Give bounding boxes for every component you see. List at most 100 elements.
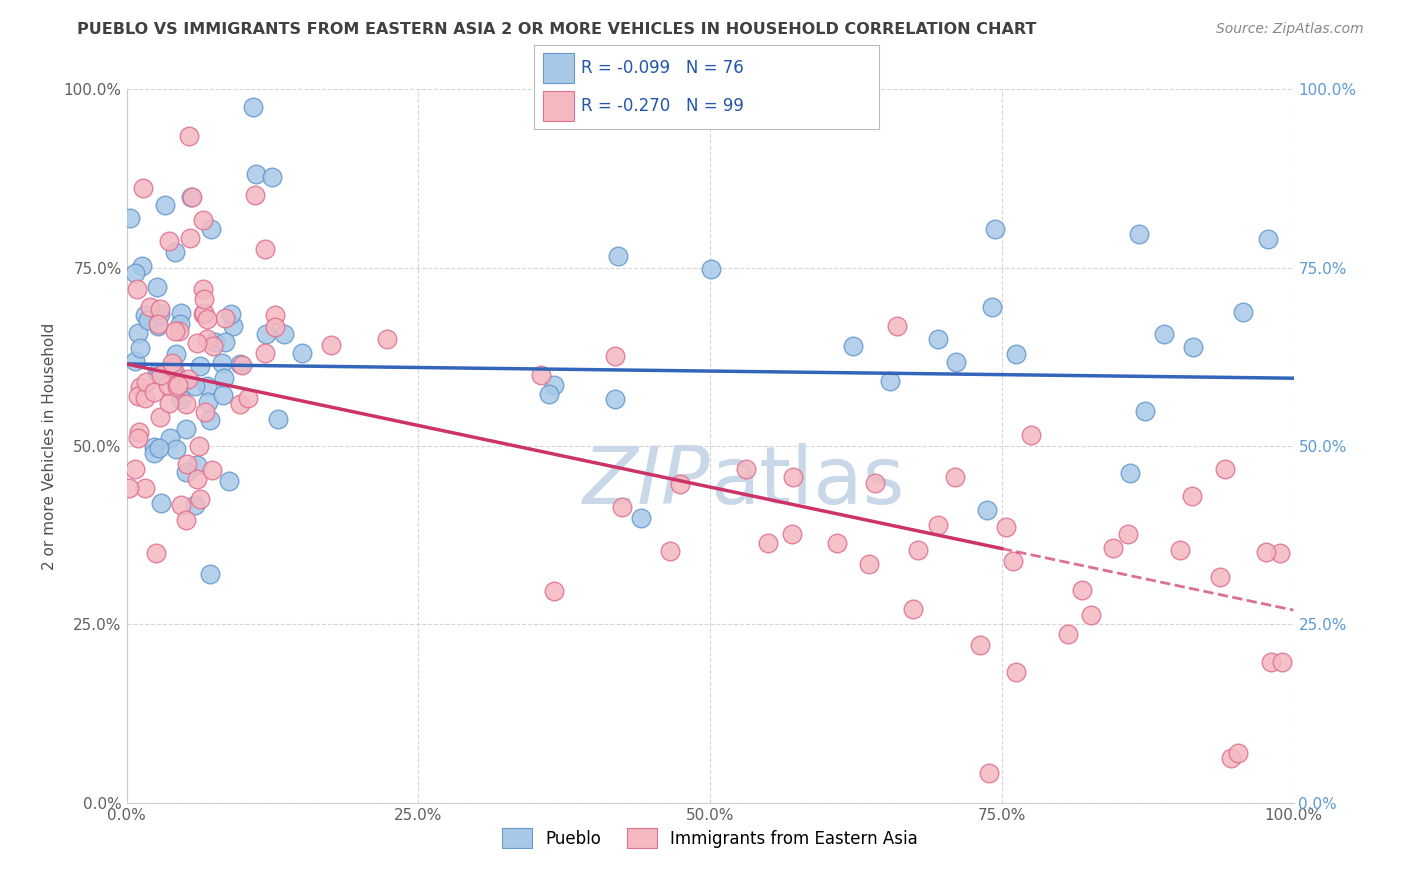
Point [132,180,155,194]
Point [156,377,179,392]
Point [218,474,240,488]
Point [211,388,233,402]
Point [165,442,187,456]
Text: ZIP: ZIP [582,442,710,521]
Point [879,374,901,388]
Point [176,422,198,436]
Point [148,442,170,456]
Point [174,396,197,410]
Point [212,371,235,385]
Point [180,190,202,204]
Point [264,308,287,322]
Point [245,167,267,181]
Point [191,213,214,227]
Point [1257,232,1279,246]
Point [1133,404,1156,418]
Point [190,492,212,507]
Point [983,222,1005,236]
Point [253,243,276,257]
Point [610,500,633,514]
Point [242,100,264,114]
Point [200,221,222,235]
Point [134,309,156,323]
Point [658,544,681,558]
Point [943,469,966,483]
Point [186,472,208,486]
Point [170,306,193,320]
Point [994,520,1017,534]
Point [177,129,200,144]
Point [194,405,217,419]
Point [188,439,211,453]
Point [1057,626,1080,640]
Point [163,324,186,338]
Point [756,536,779,550]
Point [977,765,1000,780]
Bar [543,54,574,83]
Point [630,511,652,525]
Point [125,282,148,296]
Point [177,372,200,386]
Point [219,307,242,321]
Point [903,601,925,615]
Point [1271,655,1294,669]
Point [782,470,804,484]
Point [1181,489,1204,503]
Point [169,317,191,331]
Point [291,346,314,360]
Point [214,334,236,349]
Point [201,463,224,477]
Point [201,339,224,353]
Point [129,341,152,355]
Point [377,332,399,346]
Point [204,334,226,349]
Text: R = -0.099   N = 76: R = -0.099 N = 76 [581,59,744,77]
Point [1213,461,1236,475]
Point [191,282,214,296]
Point [143,446,166,460]
Legend: Pueblo, Immigrants from Eastern Asia: Pueblo, Immigrants from Eastern Asia [496,822,924,855]
Point [1219,751,1241,765]
Point [236,392,259,406]
Point [211,356,233,370]
Point [700,262,723,277]
Point [254,326,277,341]
Point [886,319,908,334]
Point [1080,608,1102,623]
Point [543,378,565,392]
Point [124,462,146,476]
Point [134,481,156,495]
Point [969,639,991,653]
Point [195,312,218,326]
Point [155,198,177,212]
Point [229,397,252,411]
Point [150,368,173,382]
Point [157,395,180,409]
Point [1004,665,1026,680]
Point [1153,326,1175,341]
Point [163,244,186,259]
Point [927,332,949,346]
Point [780,526,803,541]
Point [1254,544,1277,558]
Point [127,431,149,445]
Point [543,584,565,599]
Point [907,543,929,558]
Point [138,312,160,326]
Point [165,368,187,382]
Point [1260,655,1282,669]
Point [1227,746,1250,760]
Point [863,476,886,491]
Point [1182,340,1205,354]
Point [174,513,197,527]
Point [1070,583,1092,598]
Point [174,465,197,479]
Point [1116,527,1139,541]
Point [1019,428,1042,442]
Point [170,498,193,512]
Point [1119,466,1142,480]
Point [231,359,253,373]
Point [157,234,180,248]
Point [606,249,628,263]
Point [1209,570,1232,584]
